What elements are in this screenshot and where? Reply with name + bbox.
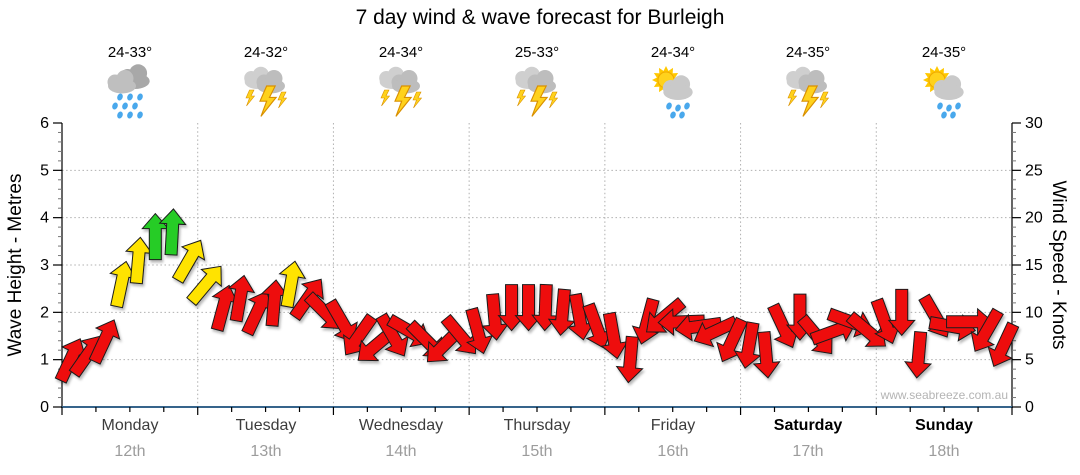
temp-range: 24-34° [650,44,696,61]
right-axis-label: Wind Speed - Knots [1048,180,1069,350]
svg-text:10: 10 [1025,304,1043,321]
day-column-wednesday: 24-34° [333,44,469,120]
storm-icon [780,64,836,120]
day-name: Thursday [503,417,571,434]
temp-range: 24-35° [785,44,831,61]
svg-text:30: 30 [1025,115,1043,132]
day-date: 18th [928,443,960,460]
svg-text:15: 15 [1025,257,1043,274]
x-label-sunday: Sunday 18th [876,417,1012,461]
day-column-friday: 24-34° [605,44,741,120]
day-name: Friday [650,417,696,434]
svg-text:5: 5 [40,162,49,179]
storm-icon [373,64,429,120]
day-name: Wednesday [358,417,444,434]
svg-text:5: 5 [1025,352,1034,369]
day-name: Saturday [773,417,843,434]
svg-text:4: 4 [40,210,49,227]
storm-icon [238,64,294,120]
storm-icon [509,64,565,120]
temp-range: 24-32° [243,44,289,61]
x-label-wednesday: Wednesday 14th [333,417,469,461]
x-label-monday: Monday 12th [62,417,198,461]
left-axis-label: Wave Height - Metres [5,173,26,357]
temp-range: 24-33° [107,44,153,61]
svg-text:2: 2 [40,304,49,321]
day-name: Monday [101,417,159,434]
day-column-sunday: 24-35° [876,44,1012,120]
day-name: Tuesday [235,417,297,434]
x-label-tuesday: Tuesday 13th [198,417,334,461]
temp-range: 24-34° [378,44,424,61]
day-column-tuesday: 24-32° [198,44,334,120]
day-date: 16th [657,443,689,460]
svg-text:0: 0 [1025,399,1034,416]
x-label-friday: Friday 16th [605,417,741,461]
day-date: 12th [114,443,146,460]
x-label-saturday: Saturday 17th [740,417,876,461]
day-column-monday: 24-33° [62,44,198,120]
day-name: Sunday [915,417,973,434]
sun-shower-icon [645,64,701,120]
svg-text:0: 0 [40,399,49,416]
svg-text:6: 6 [40,115,49,132]
chart-title: 7 day wind & wave forecast for Burleigh [355,6,725,29]
day-column-saturday: 24-35° [740,44,876,120]
day-date: 15th [521,443,553,460]
temp-range: 24-35° [921,44,967,61]
day-date: 14th [385,443,417,460]
svg-text:25: 25 [1025,162,1043,179]
x-label-thursday: Thursday 15th [469,417,605,461]
svg-text:1: 1 [40,352,49,369]
day-date: 13th [250,443,282,460]
watermark: www.seabreeze.com.au [880,388,1008,402]
temp-range: 25-33° [514,44,560,61]
svg-text:20: 20 [1025,210,1043,227]
day-column-thursday: 25-33° [469,44,605,120]
day-date: 17th [792,443,824,460]
svg-text:3: 3 [40,257,49,274]
sun-shower-icon [916,64,972,120]
rain-icon [102,64,158,120]
wind-arrow-series [54,208,1020,384]
